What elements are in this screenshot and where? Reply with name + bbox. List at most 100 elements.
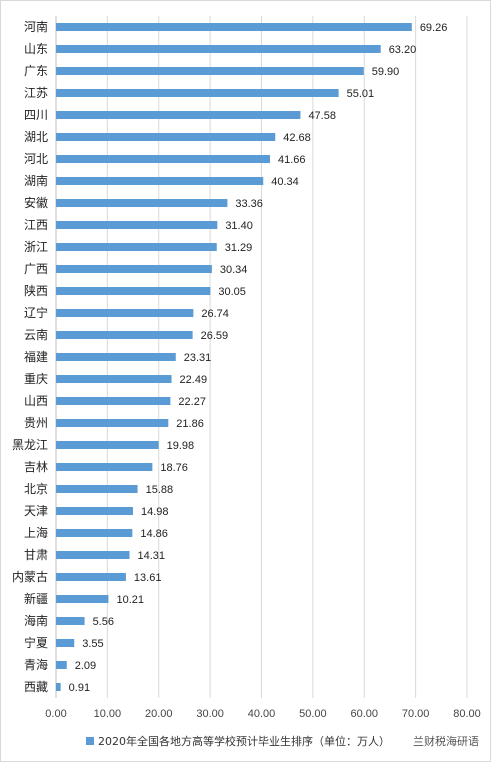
bar xyxy=(56,111,301,119)
legend-label: 2020年全国各地方高等学校预计毕业生排序（单位：万人） xyxy=(98,734,390,748)
bar xyxy=(56,683,61,691)
bar xyxy=(56,221,218,229)
category-label: 新疆 xyxy=(24,591,48,606)
x-tick-label: 0.00 xyxy=(45,708,66,720)
data-label: 3.55 xyxy=(82,638,103,650)
bar xyxy=(56,353,176,361)
category-label: 河北 xyxy=(24,152,48,166)
x-tick-label: 60.00 xyxy=(350,708,378,720)
bar xyxy=(56,419,169,427)
bar xyxy=(56,551,130,559)
category-label: 江西 xyxy=(24,218,48,232)
category-label: 海南 xyxy=(24,613,48,628)
bar xyxy=(56,89,339,97)
category-label: 吉林 xyxy=(24,460,48,474)
data-label: 18.76 xyxy=(160,462,188,474)
category-label: 内蒙古 xyxy=(12,569,48,584)
data-label: 22.49 xyxy=(180,374,208,386)
category-label: 贵州 xyxy=(24,416,48,430)
x-tick-label: 80.00 xyxy=(453,708,481,720)
data-label: 13.61 xyxy=(134,572,162,584)
category-label: 甘肃 xyxy=(24,548,48,562)
category-label: 青海 xyxy=(24,657,48,672)
data-label: 15.88 xyxy=(146,484,174,496)
bar xyxy=(56,529,133,537)
bar xyxy=(56,155,271,163)
x-tick-label: 10.00 xyxy=(94,708,122,720)
category-label: 重庆 xyxy=(24,372,48,386)
data-label: 14.31 xyxy=(138,550,166,562)
data-label: 41.66 xyxy=(278,154,306,166)
data-label: 22.27 xyxy=(178,396,206,408)
bar xyxy=(56,243,217,251)
category-label: 宁夏 xyxy=(24,635,48,650)
category-label: 四川 xyxy=(24,108,48,122)
gridlines xyxy=(55,16,468,698)
data-label: 21.86 xyxy=(176,418,204,430)
data-label: 63.20 xyxy=(389,44,417,56)
bar xyxy=(56,199,228,207)
data-label: 30.05 xyxy=(218,286,246,298)
x-tick-label: 20.00 xyxy=(145,708,173,720)
data-label: 26.74 xyxy=(201,308,229,320)
bar xyxy=(56,177,264,185)
data-label: 10.21 xyxy=(116,594,144,606)
data-label: 69.26 xyxy=(420,22,448,34)
bar xyxy=(56,485,138,493)
category-label: 西藏 xyxy=(24,680,48,694)
category-label: 广东 xyxy=(24,64,48,78)
bar xyxy=(56,67,364,75)
bars xyxy=(56,23,412,691)
data-label: 19.98 xyxy=(167,440,195,452)
bar xyxy=(56,617,85,625)
legend: 2020年全国各地方高等学校预计毕业生排序（单位：万人） 兰财税海研语 xyxy=(86,734,479,748)
data-label: 5.56 xyxy=(93,616,114,628)
watermark-text: 兰财税海研语 xyxy=(413,734,479,748)
x-tick-label: 40.00 xyxy=(248,708,276,720)
data-label: 55.01 xyxy=(347,88,375,100)
category-label: 云南 xyxy=(24,327,48,342)
category-label: 河南 xyxy=(24,19,48,34)
category-label: 陕西 xyxy=(24,283,48,298)
bar xyxy=(56,287,211,295)
data-label: 14.98 xyxy=(141,506,169,518)
legend-swatch xyxy=(86,737,94,745)
bar xyxy=(56,375,172,383)
bar xyxy=(56,595,109,603)
category-label: 福建 xyxy=(24,349,48,364)
bar xyxy=(56,23,412,31)
category-label: 北京 xyxy=(24,482,48,496)
bar xyxy=(56,463,153,471)
bar xyxy=(56,639,75,647)
data-label: 14.86 xyxy=(140,528,168,540)
category-label: 浙江 xyxy=(24,240,48,254)
data-label: 31.40 xyxy=(225,220,253,232)
category-label: 安徽 xyxy=(24,195,48,210)
data-label: 23.31 xyxy=(184,352,212,364)
bar xyxy=(56,45,381,53)
data-label: 0.91 xyxy=(69,682,90,694)
data-label: 31.29 xyxy=(225,242,253,254)
data-label: 2.09 xyxy=(75,660,96,672)
category-label: 江苏 xyxy=(24,86,48,100)
data-label: 33.36 xyxy=(235,198,263,210)
bar xyxy=(56,507,133,515)
data-label: 40.34 xyxy=(271,176,299,188)
bar xyxy=(56,331,193,339)
x-tick-label: 70.00 xyxy=(402,708,430,720)
bar xyxy=(56,573,126,581)
bar xyxy=(56,265,212,273)
category-label: 广西 xyxy=(24,262,48,276)
data-label: 47.58 xyxy=(308,110,336,122)
data-label: 42.68 xyxy=(283,132,311,144)
category-labels: 河南山东广东江苏四川湖北河北湖南安徽江西浙江广西陕西辽宁云南福建重庆山西贵州黑龙… xyxy=(12,19,48,694)
bar xyxy=(56,661,67,669)
bar xyxy=(56,441,159,449)
x-tick-label: 30.00 xyxy=(196,708,224,720)
data-label: 30.34 xyxy=(220,264,248,276)
x-tick-label: 50.00 xyxy=(299,708,327,720)
category-label: 山东 xyxy=(24,42,48,56)
